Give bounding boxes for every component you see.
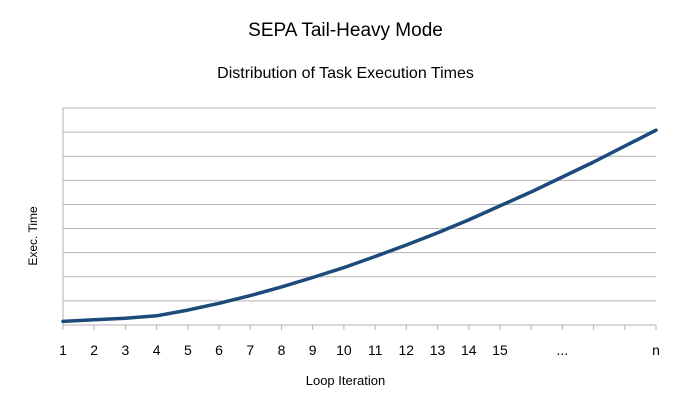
x-tick-label: 1	[59, 342, 67, 358]
grid-lines	[63, 107, 656, 302]
x-tick-label: 2	[90, 342, 98, 358]
x-tick-label: 9	[309, 342, 317, 358]
chart-subtitle: Distribution of Task Execution Times	[217, 65, 474, 82]
chart-title: SEPA Tail-Heavy Mode	[248, 20, 443, 41]
x-tick-label: 12	[399, 342, 415, 358]
x-tick-label: 5	[184, 342, 192, 358]
x-tick-label: 10	[336, 342, 352, 358]
x-tick-label: n	[652, 342, 660, 358]
x-tick-label: 14	[461, 342, 477, 358]
series-line-0	[61, 128, 658, 324]
axes	[62, 108, 657, 330]
x-tick-label: 13	[430, 342, 446, 358]
x-tick-label: 6	[215, 342, 223, 358]
x-axis-label: Loop Iteration	[305, 373, 386, 388]
x-tick-label: 3	[122, 342, 130, 358]
x-tick-labels: 1 2 3 4 5 6 7 8 9 10 11 12 13 14 15... n	[59, 342, 660, 358]
x-tick-label: 11	[368, 342, 383, 358]
x-tick-label: 4	[153, 342, 161, 358]
x-tick-label: 8	[278, 342, 286, 358]
x-tick-label: 7	[246, 342, 254, 358]
series-layer	[61, 128, 658, 324]
x-tick-label: ...	[557, 342, 569, 358]
x-tick-label: 15	[492, 342, 508, 358]
